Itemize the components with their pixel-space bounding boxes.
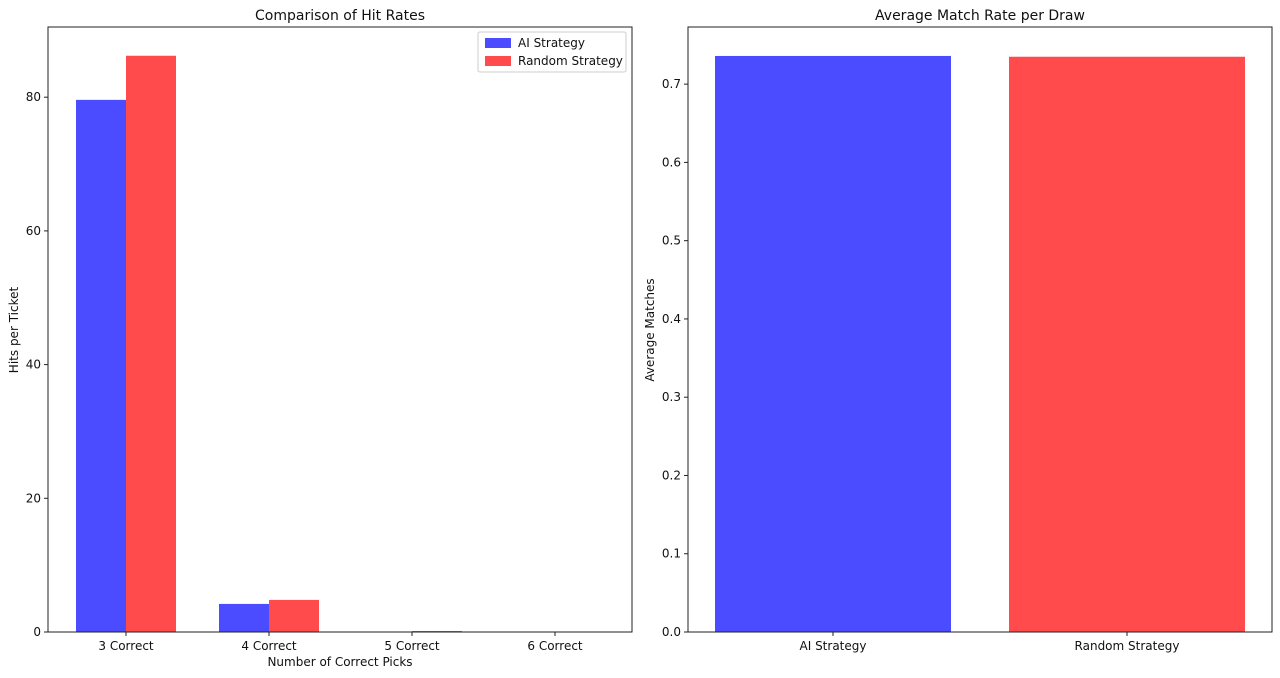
xtick-label-ai-strategy: AI Strategy <box>800 639 867 653</box>
xtick-label-3-correct: 3 Correct <box>98 639 154 653</box>
bar-random-strategy <box>1009 56 1245 632</box>
ytick-label: 0.2 <box>662 468 681 482</box>
ytick-label: 0.7 <box>662 77 681 91</box>
hit-rates-xlabel: Number of Correct Picks <box>267 655 412 669</box>
match-rate-yticks: 0.0 0.1 0.2 0.3 0.4 0.5 0.6 0.7 <box>662 77 688 639</box>
match-rate-chart: Average Match Rate per Draw Average Matc… <box>643 8 1273 653</box>
match-rate-bars <box>715 55 1245 632</box>
bar-random-strategy-3-correct <box>126 55 176 633</box>
hit-rates-legend: AI Strategy Random Strategy <box>477 31 627 73</box>
hit-rates-ylabel: Hits per Ticket <box>7 287 21 374</box>
xtick-label-5-correct: 5 Correct <box>384 639 440 653</box>
ytick-label: 80 <box>26 90 41 104</box>
xtick-label-6-correct: 6 Correct <box>527 639 583 653</box>
legend-swatch-ai-strategy <box>485 38 511 48</box>
ytick-label: 20 <box>26 491 41 505</box>
legend-label-random-strategy: Random Strategy <box>518 54 623 68</box>
hit-rates-title: Comparison of Hit Rates <box>255 8 425 24</box>
bar-ai-strategy <box>715 55 951 632</box>
ytick-label: 0.3 <box>662 390 681 404</box>
bar-ai-strategy-4-correct <box>219 603 269 632</box>
legend-box <box>477 31 627 73</box>
bar-random-strategy-5-correct <box>412 630 462 632</box>
ytick-label: 0.5 <box>662 234 681 248</box>
hit-rates-bars <box>76 55 462 633</box>
match-rate-title: Average Match Rate per Draw <box>875 8 1085 24</box>
hit-rates-yticks: 0 20 40 60 80 <box>26 90 48 639</box>
xtick-label-random-strategy: Random Strategy <box>1075 639 1180 653</box>
ytick-label: 0.4 <box>662 312 681 326</box>
match-rate-ylabel: Average Matches <box>643 278 657 381</box>
bar-ai-strategy-3-correct <box>76 99 126 632</box>
xtick-label-4-correct: 4 Correct <box>241 639 297 653</box>
legend-label-ai-strategy: AI Strategy <box>518 36 585 50</box>
ytick-label: 0 <box>33 625 41 639</box>
match-rate-axes-frame <box>687 26 1273 633</box>
legend-swatch-random-strategy <box>485 56 511 66</box>
ytick-label: 0.6 <box>662 155 681 169</box>
ytick-label: 0.1 <box>662 547 681 561</box>
bar-random-strategy-4-correct <box>269 599 319 632</box>
hit-rates-xticks: 3 Correct 4 Correct 5 Correct 6 Correct <box>98 632 583 653</box>
match-rate-xticks: AI Strategy Random Strategy <box>800 632 1180 653</box>
ytick-label: 40 <box>26 358 41 372</box>
hit-rates-chart: Comparison of Hit Rates Hits per Ticket … <box>7 8 633 669</box>
ytick-label: 0.0 <box>662 625 681 639</box>
hit-rates-axes-frame <box>47 26 633 633</box>
ytick-label: 60 <box>26 224 41 238</box>
